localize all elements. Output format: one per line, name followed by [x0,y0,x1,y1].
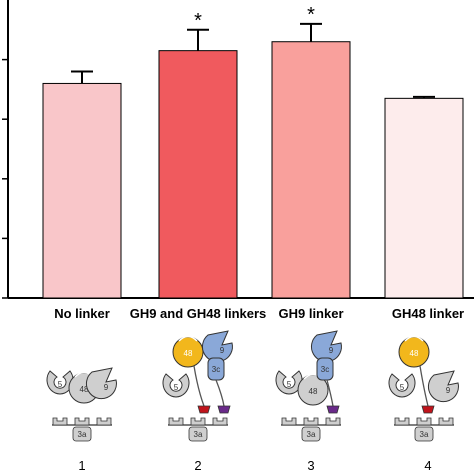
scaffold-label-4: 3a [420,430,429,439]
category-labels: No linker GH9 and GH48 linkers GH9 linker G… [54,306,464,321]
gh48-linker-2 [193,365,205,407]
gh9-label-4: 9 [446,386,451,395]
schematic-number-1: 1 [78,458,85,473]
gh5-label-2: 5 [174,383,179,392]
gh48-linker-4 [419,365,429,407]
schematic-2: 5 48 9 3c 3a 2 [162,330,233,473]
scaffold-label-3: 3a [307,430,316,439]
schematic-4: 5 48 9 3a 4 [388,335,459,473]
gh5-label-3: 5 [287,380,292,389]
gh9-linker-3 [326,379,334,407]
significance-marks: * * [194,4,315,32]
gh9-linker-2 [215,379,225,407]
gh9-module-3 [310,330,342,363]
bar-4 [384,97,464,299]
cohesin-3-2 [303,417,319,426]
cohesin-1-2 [74,417,90,426]
gh9-dockerin-2 [217,405,231,414]
gh48-label-1: 48 [80,385,89,394]
scaffold-anchor-2 [188,426,208,442]
bars [42,41,464,299]
cohesin-4-1 [394,417,410,426]
cohesin-4-3 [438,417,454,426]
y-ticks [2,58,8,299]
cohesin-2-1 [168,417,184,426]
significance-mark-3: * [307,4,315,26]
gh48-dockerin-2 [197,405,211,414]
cohesin-1-3 [96,417,112,426]
significance-mark-2: * [194,10,202,32]
scaffold-anchor-1 [72,426,92,442]
scaffold-label-2: 3a [194,430,203,439]
scaffold-anchor-3 [301,426,321,442]
gh5-module-2 [162,373,190,398]
scaffold-anchor-4 [414,426,434,442]
gh48-dockerin-4 [421,405,435,414]
gh9-label-3: 9 [329,346,334,355]
gh9-label-1: 9 [104,383,109,392]
cohesin-3-1 [281,417,297,426]
gh9-label-2: 9 [220,346,225,355]
gh9-module-2 [201,330,233,363]
cohesin-2-2 [190,417,206,426]
gh5-module-3 [275,370,303,395]
cohesin-1-1 [52,417,68,426]
cbm-module-3 [316,357,334,381]
gh48-groove-4 [404,335,424,342]
category-label-1: No linker [54,306,110,321]
cbm-label-3: 3c [321,365,329,374]
gh48-groove-2 [178,335,198,342]
category-label-2: GH9 and GH48 linkers [130,306,267,321]
cbm-label-2: 3c [212,365,220,374]
cohesin-4-2 [416,417,432,426]
gh5-module-1 [46,370,74,395]
gh5-label-1: 5 [58,380,63,389]
error-bars [71,22,435,99]
cohesin-2-3 [212,417,228,426]
gh5-label-4: 5 [400,383,405,392]
schematic-number-3: 3 [307,458,314,473]
bar-2 [158,50,238,299]
gh48-label-4: 48 [410,349,419,358]
scaffold-label-1: 3a [78,430,87,439]
gh9-module-1 [85,367,117,400]
schematic-1: 5 48 9 3a 1 [46,367,117,473]
cohesin-3-3 [325,417,341,426]
schematic-number-2: 2 [194,458,201,473]
gh9-module-4 [427,370,459,403]
gh48-label-3: 48 [309,387,318,396]
gh5-module-4 [388,373,416,398]
gh48-label-2: 48 [184,349,193,358]
bar-3 [271,41,351,299]
category-label-3: GH9 linker [278,306,343,321]
schematic-3: 5 48 9 3c 3a 3 [275,330,342,473]
schematic-number-4: 4 [424,458,431,473]
category-label-4: GH48 linker [392,306,464,321]
bar-1 [42,82,122,299]
construct-schematics: 5 48 9 3a 1 5 48 9 3c 3a 2 5 48 9 3c 3a 3 5 48 9 3a 4 [46,330,459,473]
gh9-dockerin-3 [326,405,340,414]
